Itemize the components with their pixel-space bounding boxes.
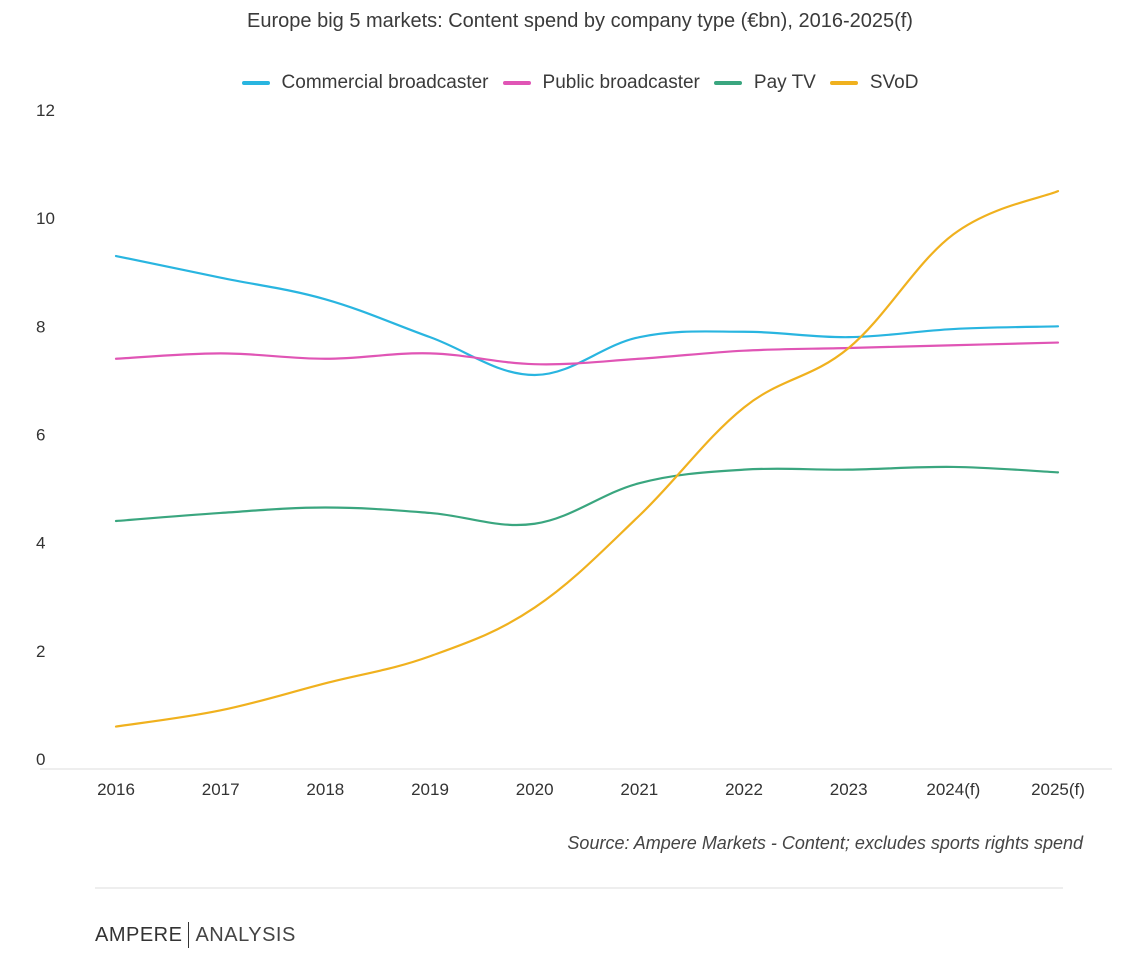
x-tick-label: 2023 <box>830 780 868 799</box>
source-note: Source: Ampere Markets - Content; exclud… <box>567 833 1083 853</box>
legend-label-commercial-broadcaster: Commercial broadcaster <box>281 72 489 93</box>
x-tick-label: 2024(f) <box>926 780 980 799</box>
x-tick-label: 2019 <box>411 780 449 799</box>
y-tick-label: 0 <box>36 750 45 769</box>
x-tick-label: 2021 <box>620 780 658 799</box>
legend-item-pay-tv[interactable]: Pay TV <box>713 72 816 94</box>
y-tick-label: 2 <box>36 642 45 661</box>
x-tick-label: 2016 <box>97 780 135 799</box>
logo-part-analysis: ANALYSIS <box>195 923 296 946</box>
series-line-pay-tv <box>114 465 1060 527</box>
y-tick-label: 6 <box>36 426 45 445</box>
ampere-analysis-logo: AMPERE ANALYSIS <box>95 922 296 948</box>
legend-item-svod[interactable]: SVoD <box>829 72 919 94</box>
legend: Commercial broadcaster Public broadcaste… <box>0 72 1128 94</box>
series-line-svod <box>114 190 1060 728</box>
y-tick-label: 10 <box>36 209 55 228</box>
chart-title: Europe big 5 markets: Content spend by c… <box>247 10 913 32</box>
y-tick-label: 4 <box>36 534 45 553</box>
legend-label-public-broadcaster: Public broadcaster <box>542 72 700 93</box>
footer-divider <box>95 887 1063 889</box>
series-line-public-broadcaster <box>114 341 1060 366</box>
x-tick-label: 2018 <box>306 780 344 799</box>
x-tick-label: 2017 <box>202 780 240 799</box>
legend-label-svod: SVoD <box>869 72 919 93</box>
logo-part-ampere: AMPERE <box>95 923 183 946</box>
legend-label-pay-tv: Pay TV <box>753 72 816 93</box>
y-tick-label: 8 <box>36 317 45 336</box>
legend-swatch-svod <box>829 81 858 85</box>
legend-swatch-commercial-broadcaster <box>241 81 270 85</box>
legend-item-public-broadcaster[interactable]: Public broadcaster <box>502 72 700 94</box>
series-line-commercial-broadcaster <box>114 254 1060 377</box>
legend-item-commercial-broadcaster[interactable]: Commercial broadcaster <box>241 72 489 94</box>
x-tick-label: 2025(f) <box>1031 780 1085 799</box>
y-tick-label: 12 <box>36 101 55 120</box>
x-tick-label: 2020 <box>516 780 554 799</box>
line-chart: 0 2 4 6 8 10 12 2016 2017 2018 2019 2020 2021 2022 202… <box>36 101 1112 799</box>
legend-swatch-pay-tv <box>713 81 742 85</box>
legend-swatch-public-broadcaster <box>502 81 531 85</box>
logo-separator <box>188 922 190 948</box>
x-tick-label: 2022 <box>725 780 763 799</box>
